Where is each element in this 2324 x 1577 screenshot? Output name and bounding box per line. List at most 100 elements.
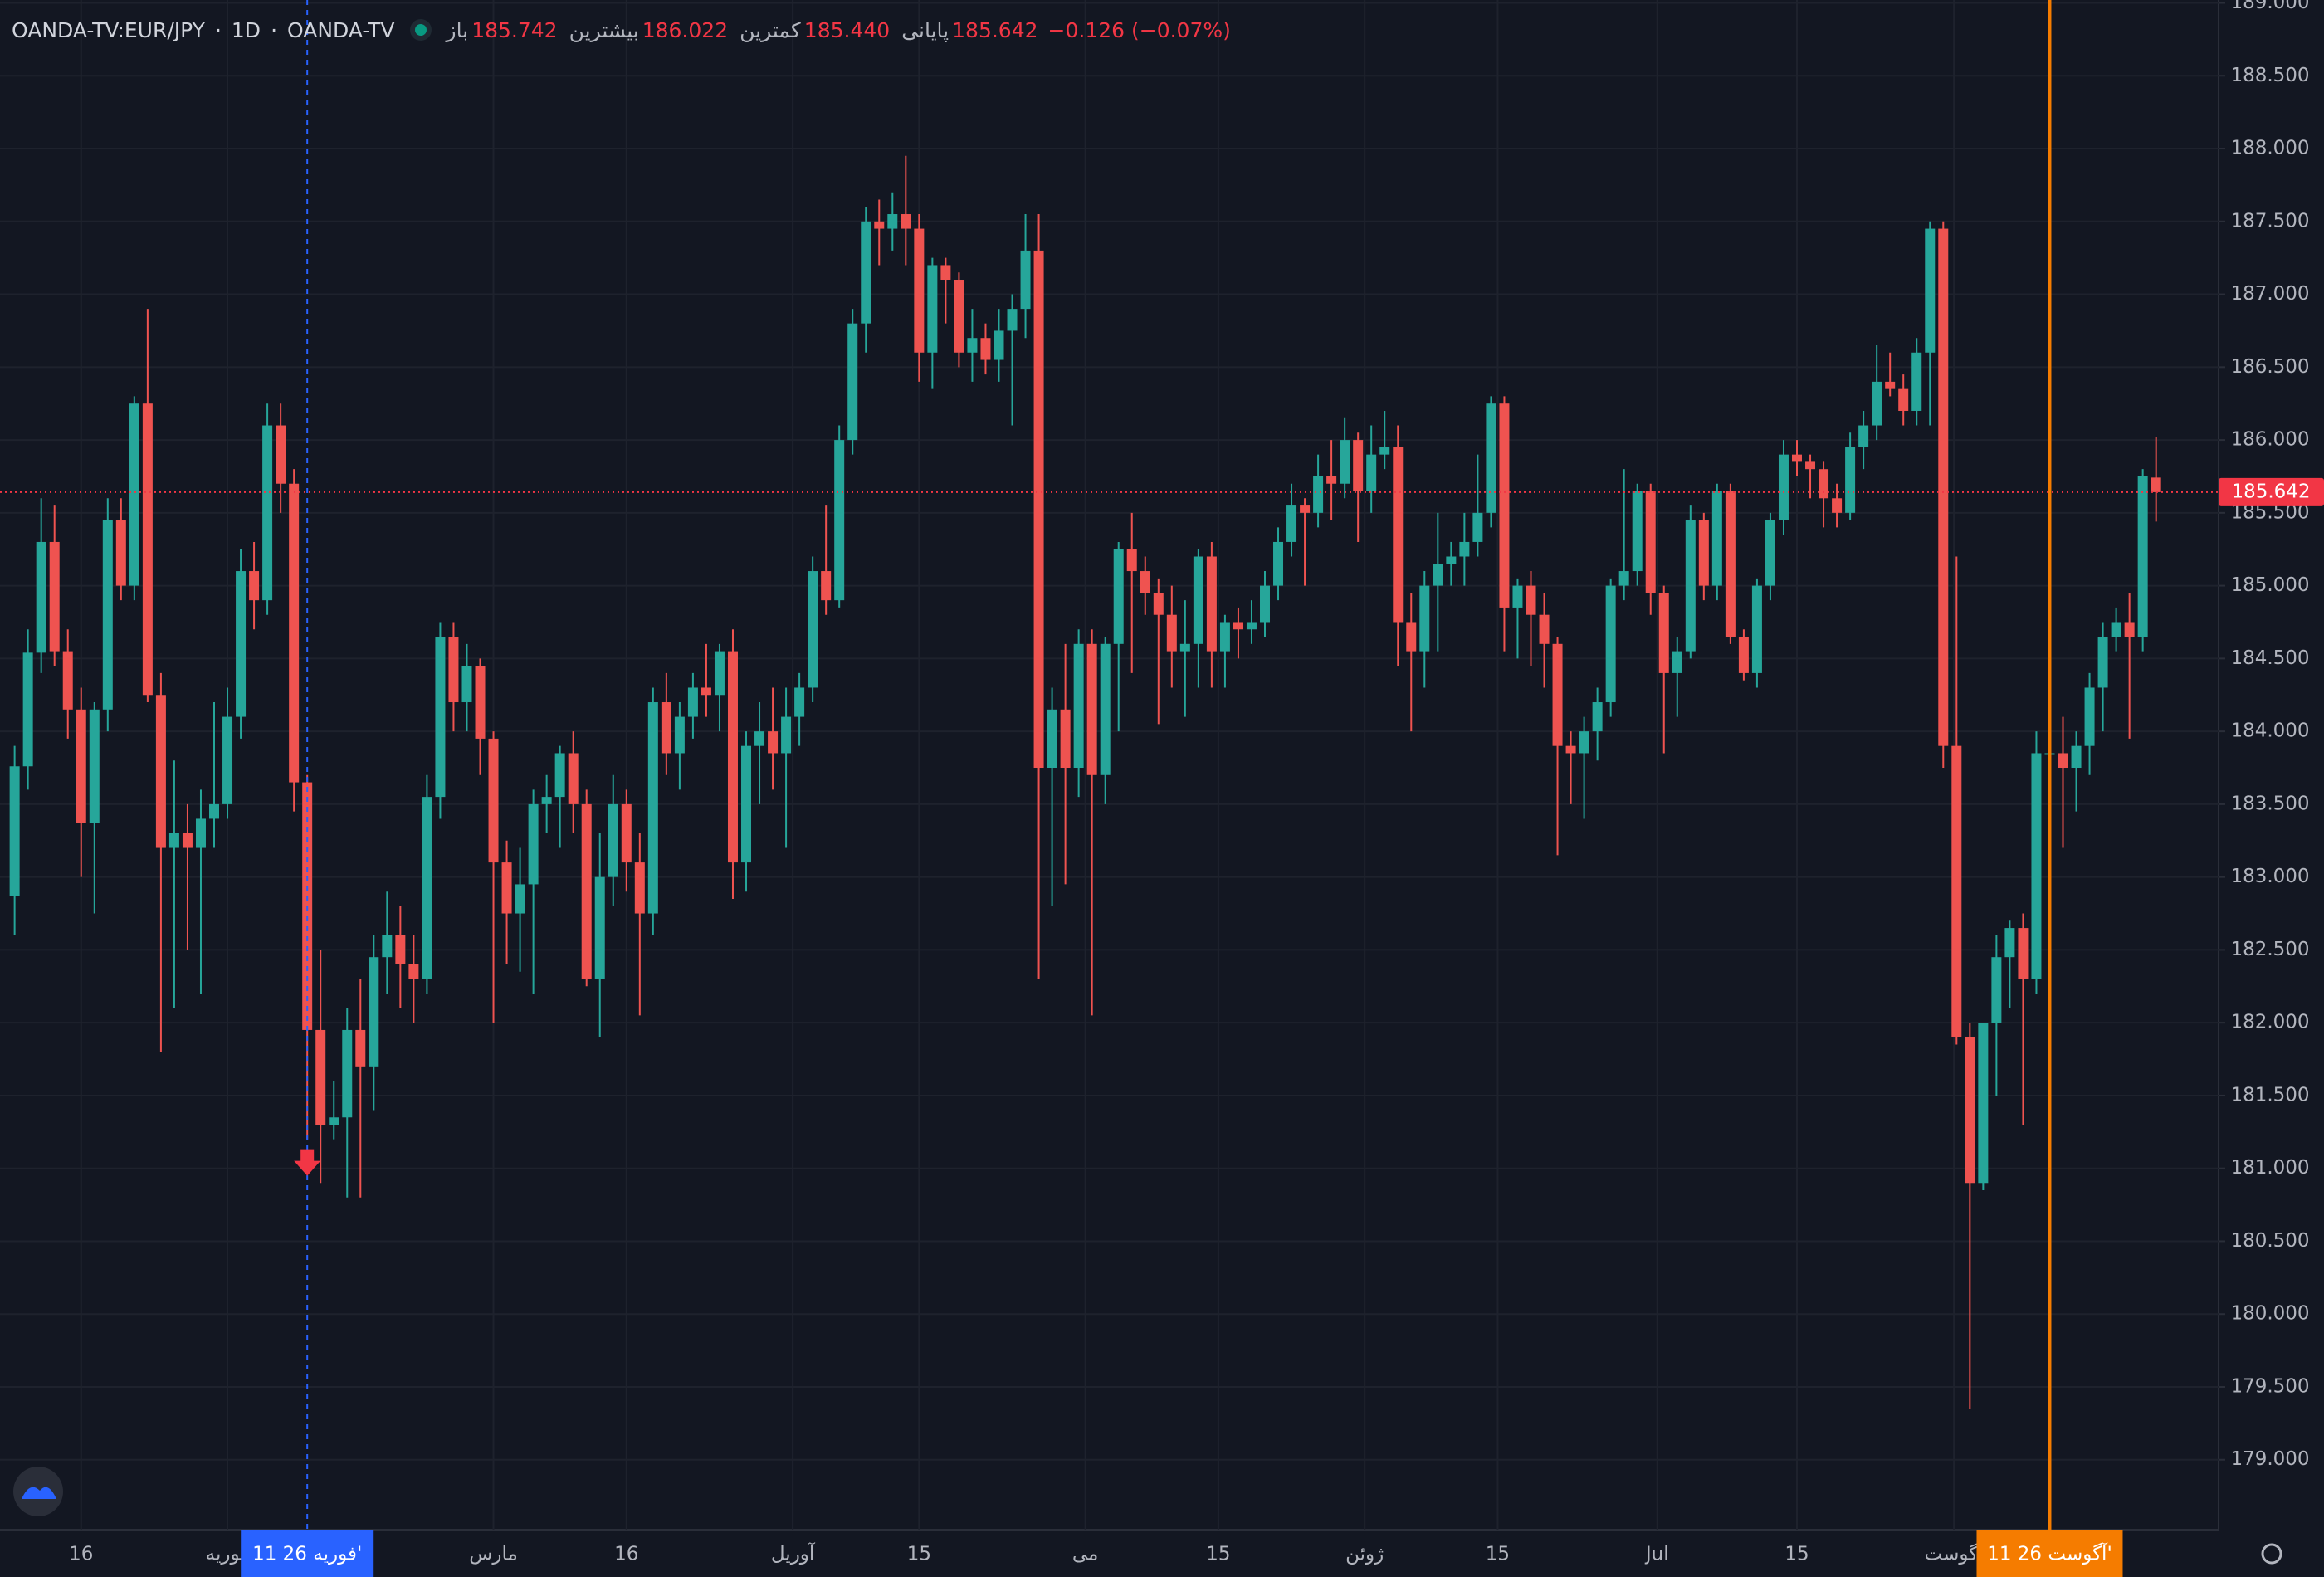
y-tick-label: 182.500	[2230, 939, 2309, 960]
candle-body	[1219, 622, 1230, 652]
candle-body	[249, 571, 260, 601]
legend-value: 185.742	[471, 17, 558, 42]
legend-label: بیشترین	[569, 17, 639, 42]
signal-arrow	[294, 1149, 321, 1176]
candle-body	[1965, 1037, 1975, 1184]
candle-body	[768, 731, 779, 754]
candle-body	[741, 745, 752, 863]
candle-body	[1978, 1023, 1989, 1184]
candle-body	[1658, 593, 1669, 673]
candle-body	[129, 403, 139, 586]
y-tick-label: 179.500	[2230, 1375, 2309, 1397]
candle-body	[834, 440, 845, 601]
y-tick-label: 181.500	[2230, 1084, 2309, 1106]
y-tick-label: 187.000	[2230, 283, 2309, 305]
candle-body	[1246, 622, 1257, 630]
legend-pair: پایانی 185.642	[901, 18, 1038, 42]
candle-body	[1020, 250, 1031, 310]
separator: ·	[271, 17, 278, 42]
candle-body	[1366, 454, 1377, 491]
y-tick-label: 182.000	[2230, 1012, 2309, 1033]
candle-body	[1406, 622, 1417, 652]
ohlc-values: باز 185.742 بیشترین 186.022 کمترین 185.440 پای…	[447, 18, 1038, 42]
candle-body	[1832, 498, 1843, 513]
candle-body	[1885, 381, 1896, 389]
candle-body	[967, 338, 978, 353]
candle-body	[1991, 957, 2002, 1023]
y-tick-label: 183.500	[2230, 793, 2309, 814]
candle-body	[1140, 571, 1150, 593]
candle-body	[1060, 709, 1071, 769]
candle-body	[315, 1029, 326, 1125]
candle-body	[914, 228, 925, 353]
candle-body	[568, 753, 579, 804]
legend-value: 186.022	[642, 17, 729, 42]
candle-body	[2018, 928, 2029, 979]
candle-body	[22, 652, 33, 767]
candle-body	[62, 651, 73, 710]
candle-body	[2084, 687, 2095, 746]
candle-body	[1938, 228, 1949, 746]
candle-body	[687, 687, 698, 717]
candle-body	[541, 797, 552, 804]
candle-body	[808, 571, 818, 688]
candle-body	[2031, 753, 2042, 979]
symbol: OANDA-TV:EUR/JPY	[12, 17, 205, 42]
candle-body	[1166, 614, 1177, 652]
marker-label-box	[1976, 1530, 2123, 1577]
candle-body	[647, 702, 658, 914]
candle-body	[1273, 541, 1284, 586]
candle-body	[887, 214, 898, 229]
candle-body	[1751, 585, 1762, 673]
candle-body	[435, 637, 446, 798]
candle-body	[302, 782, 313, 1030]
candle-body	[1073, 643, 1084, 769]
candle-body	[2097, 637, 2108, 688]
candle-body	[1539, 614, 1550, 644]
y-tick-label: 184.500	[2230, 647, 2309, 669]
y-tick-label: 185.000	[2230, 574, 2309, 596]
legend-header: OANDA-TV:EUR/JPY · 1D · OANDA-TV باز 185.…	[12, 13, 1231, 46]
candle-body	[1711, 491, 1722, 586]
candle-body	[1579, 731, 1589, 754]
candle-body	[329, 1117, 339, 1125]
candle-body	[1326, 476, 1337, 484]
candle-body	[475, 666, 486, 739]
candle-body	[1446, 556, 1457, 564]
x-tick-label: 16	[614, 1544, 638, 1565]
candle-body	[408, 964, 419, 979]
candle-body	[355, 1029, 366, 1067]
candle-body	[1605, 585, 1616, 703]
candle-body	[1858, 425, 1869, 447]
candle-body	[1340, 440, 1350, 484]
candle-body	[1565, 745, 1576, 754]
candle-body	[554, 753, 565, 798]
candle-body	[1898, 388, 1909, 411]
candle-body	[1645, 491, 1656, 593]
candle-body	[1047, 709, 1057, 769]
settings-gear[interactable]	[2261, 1543, 2282, 1565]
y-tick-label: 189.000	[2230, 0, 2309, 13]
candle-body	[1778, 454, 1789, 520]
candle-body	[874, 221, 885, 229]
last-price-box	[2219, 477, 2324, 506]
candle-body	[422, 797, 432, 979]
candle-body	[102, 520, 113, 710]
candle-body	[621, 803, 632, 863]
candle-body	[395, 935, 406, 964]
x-tick-label: 15	[1486, 1544, 1510, 1565]
candle-body	[1313, 476, 1324, 513]
settings-icon[interactable]	[2261, 1543, 2282, 1565]
candles	[9, 155, 2161, 1409]
candle-body	[1007, 309, 1018, 331]
candle-body	[1499, 403, 1510, 608]
candle-body	[2004, 928, 2015, 958]
legend-value: 185.642	[952, 17, 1038, 42]
candle-body	[1433, 564, 1443, 586]
candle-body	[1419, 585, 1430, 652]
candle-body	[2111, 622, 2121, 637]
y-tick-label: 186.500	[2230, 356, 2309, 378]
candle-body	[581, 803, 592, 979]
x-tick-label: 15	[1784, 1544, 1809, 1565]
